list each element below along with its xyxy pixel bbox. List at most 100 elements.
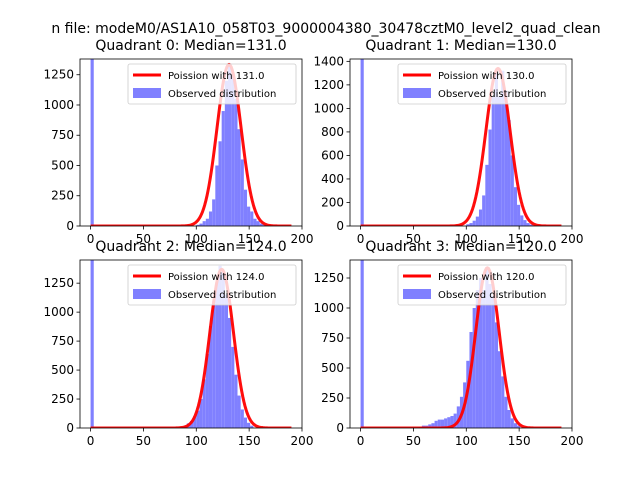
quadrant-1-legend-hist-label: Observed distribution xyxy=(438,89,546,100)
quadrant-2-hist-bar xyxy=(202,379,206,428)
quadrant-3-axes-frame xyxy=(349,259,573,429)
quadrant-3-hist-bar xyxy=(444,418,448,428)
quadrant-1-hist-bar xyxy=(501,70,505,226)
quadrant-1-axes-frame xyxy=(349,58,573,227)
quadrant-3-legend: Poission with 120.0 Observed distribution xyxy=(397,264,567,306)
quadrant-0-plot-area xyxy=(90,59,292,226)
quadrant-2-hist-bar xyxy=(205,353,209,428)
quadrant-3-hist-bar xyxy=(482,290,486,428)
quadrant-1-plot: 0 50 100 150 200 0 200 400 600 800 1000 1200 1400 Qua… xyxy=(313,38,583,246)
quadrant-1-ytick-label: 600 xyxy=(321,148,344,162)
quadrant-0-hist-bar xyxy=(243,189,248,226)
quadrant-1-hist-bar xyxy=(360,59,364,226)
quadrant-0-hist-bar xyxy=(259,223,263,226)
quadrant-3-hist-bar xyxy=(453,413,457,428)
quadrant-2-legend: Poission with 124.0 Observed distribution xyxy=(127,264,297,306)
quadrant-0-legend: Poission with 131.0 Observed distribution xyxy=(127,63,297,105)
quadrant-1-xtick-label: 100 xyxy=(455,232,478,246)
quadrant-1-hist-bar xyxy=(491,96,495,226)
quadrant-0-hist-bar xyxy=(208,211,213,226)
quadrant-0-xtick-label: 100 xyxy=(185,232,208,246)
quadrant-0-xtick-label: 150 xyxy=(238,232,261,246)
quadrant-1-plot-area xyxy=(360,59,562,226)
quadrant-1-ytick-label: 1400 xyxy=(313,54,344,68)
quadrant-0-hist-bar xyxy=(224,80,228,226)
quadrant-0-title: Quadrant 0: Median=131.0 xyxy=(95,38,286,54)
figure-suptitle: n file: modeM0/AS1A10_058T03_9000004380_… xyxy=(51,21,600,37)
quadrant-1-hist-bar xyxy=(520,215,524,226)
quadrant-2-xtick-label: 150 xyxy=(238,434,261,448)
quadrant-1-poisson-fit-line xyxy=(360,66,562,226)
quadrant-0-hist-bar xyxy=(196,224,200,226)
quadrant-1-xtick-label: 50 xyxy=(406,232,421,246)
quadrant-3-ytick-label: 500 xyxy=(321,361,344,375)
quadrant-2-xtick-label: 100 xyxy=(185,434,208,448)
quadrant-1-hist-bar xyxy=(504,90,508,226)
quadrant-2-hist-bar xyxy=(240,409,244,428)
quadrant-1-ytick-label: 1200 xyxy=(313,78,344,92)
quadrant-3-ytick-label: 750 xyxy=(321,331,344,345)
quadrant-3-hist-bar xyxy=(488,284,492,428)
quadrant-3-hist-bar xyxy=(434,420,438,428)
quadrant-3-hist-bar xyxy=(494,322,498,428)
quadrant-2-ytick-label: 1000 xyxy=(43,305,74,319)
quadrant-2-xtick-label: 200 xyxy=(291,434,314,448)
quadrant-2-hist-bar xyxy=(231,346,235,428)
quadrant-3-ytick-label: 250 xyxy=(321,391,344,405)
quadrant-2-hist-bar xyxy=(237,395,241,428)
quadrant-0-poisson-fit-line xyxy=(90,62,292,226)
quadrant-3-hist-bar xyxy=(513,423,518,428)
quadrant-0-hist-bar xyxy=(221,111,225,226)
quadrant-2-ytick-label: 1250 xyxy=(43,276,74,290)
quadrant-3-legend-hist-swatch xyxy=(403,289,431,299)
quadrant-0-plot: 0 50 100 150 200 0 250 500 750 1000 1250 Quadrant 0… xyxy=(43,38,313,246)
quadrant-3-hist-bar xyxy=(475,290,479,428)
quadrant-0-hist-bar xyxy=(199,223,203,226)
quadrant-1-ytick-label: 0 xyxy=(336,219,344,233)
quadrant-1-hist-bar xyxy=(510,155,514,226)
quadrant-2-hist-bar xyxy=(221,272,225,428)
quadrant-2-hist-bar xyxy=(196,410,200,428)
quadrant-3-hist-bar xyxy=(507,410,511,428)
quadrant-1-ytick-label: 1000 xyxy=(313,101,344,115)
quadrant-1-xtick-label: 200 xyxy=(561,232,584,246)
quadrant-3-ytick-label: 0 xyxy=(336,421,344,435)
quadrant-3-hist-bar xyxy=(428,424,432,428)
quadrant-1-hist-bar xyxy=(472,220,476,226)
quadrant-2-legend-fit-label: Poission with 124.0 xyxy=(168,272,264,283)
quadrant-2-legend-box xyxy=(127,264,297,306)
quadrant-0-legend-box xyxy=(127,63,297,105)
quadrant-0-xtick-label: 50 xyxy=(136,232,151,246)
quadrant-2-hist-bar xyxy=(189,421,194,428)
quadrant-3-plot: 0 50 100 150 200 0 250 500 750 1000 1250 Quadrant 3… xyxy=(313,239,583,448)
quadrant-3-title: Quadrant 3: Median=120.0 xyxy=(365,239,556,255)
quadrant-1-ytick-label: 400 xyxy=(321,172,344,186)
quadrant-2-xtick-label: 0 xyxy=(87,434,95,448)
quadrant-3-hist-bar xyxy=(440,419,445,428)
quadrant-0-xtick-label: 200 xyxy=(291,232,314,246)
quadrant-3-hist-bar xyxy=(501,376,505,428)
quadrant-2-hist-bar xyxy=(250,425,254,428)
quadrant-3-hist-bar xyxy=(450,416,454,428)
quadrant-1-ytick-label: 200 xyxy=(321,195,344,209)
quadrant-1-hist-bar xyxy=(488,129,492,226)
quadrant-2-hist-bar xyxy=(247,422,251,428)
quadrant-3-hist-bar xyxy=(491,296,495,428)
quadrant-3-hist-bar xyxy=(498,351,502,428)
quadrant-2-hist-bar xyxy=(218,265,222,428)
quadrant-3-hist-bar xyxy=(472,308,476,428)
quadrant-3-xtick-label: 100 xyxy=(455,434,478,448)
quadrant-2-hist-bar xyxy=(208,326,213,428)
quadrant-3-legend-fit-label: Poission with 120.0 xyxy=(438,272,534,283)
quadrant-3-ytick-label: 1250 xyxy=(313,271,344,285)
quadrant-1-hist-bar xyxy=(478,209,483,226)
quadrant-0-ytick-label: 750 xyxy=(51,128,74,142)
quadrant-2-poisson-fit-line xyxy=(90,267,292,428)
quadrant-0-legend-fit-label: Poission with 131.0 xyxy=(168,71,264,82)
quadrant-1-hist-bar xyxy=(526,223,530,226)
quadrant-0-ytick-label: 250 xyxy=(51,189,74,203)
quadrant-1-hist-bar xyxy=(482,195,486,226)
quadrant-3-legend-box xyxy=(397,264,567,306)
quadrant-0-xtick-label: 0 xyxy=(87,232,95,246)
quadrant-3-hist-bar xyxy=(510,418,514,428)
